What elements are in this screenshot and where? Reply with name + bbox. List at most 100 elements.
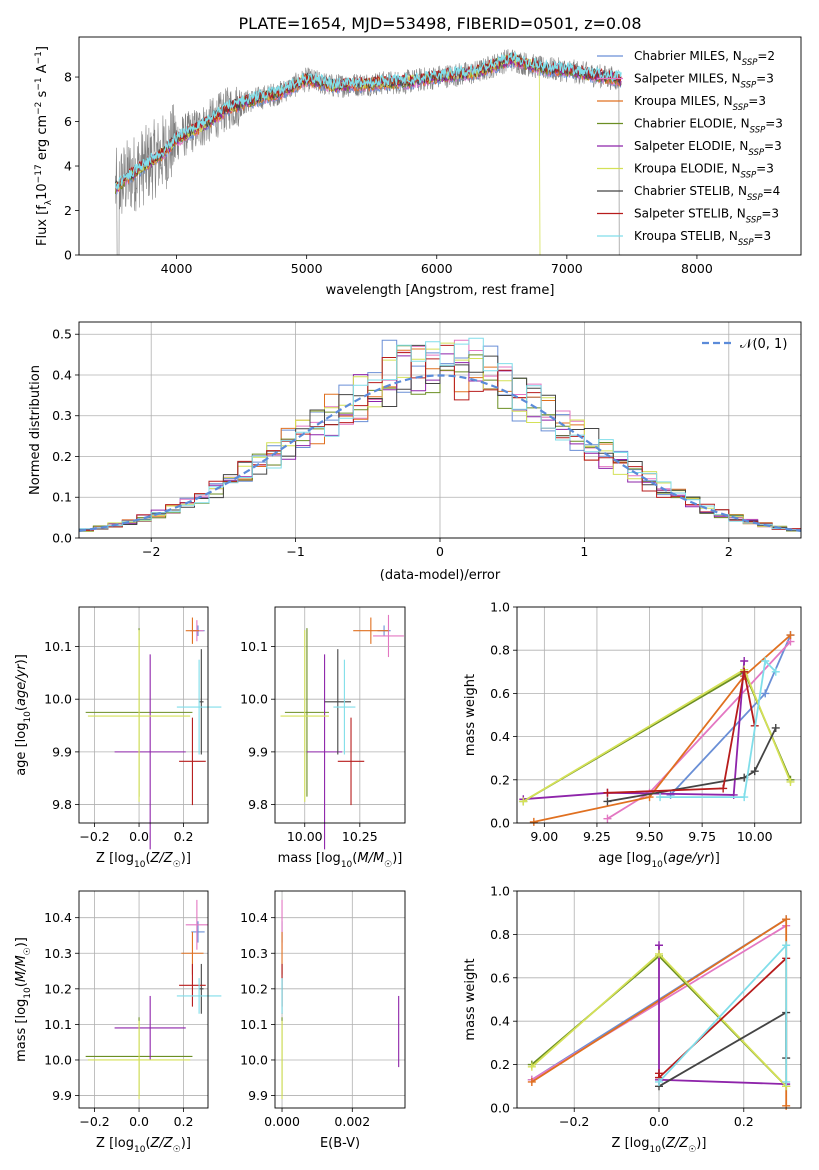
x-tick-label: 0.2 (734, 1114, 754, 1129)
y-tick-label: 10.1 (240, 639, 268, 654)
weight-marker-kroupa-stelib (782, 1077, 791, 1086)
x-tick-label: 5000 (291, 261, 323, 276)
y-tick-label: 10.1 (44, 1017, 72, 1032)
mass-vs-Z-panel: −0.2 0.0 0.2 9.9 10.0 10.1 10.2 10.3 10.4 Z [log1… (14, 890, 222, 1155)
y-tick-label: 0.0 (490, 816, 510, 831)
weight-marker-kroupa-stelib (740, 793, 749, 802)
model-spectrum-salpeter-elodie (115, 55, 622, 193)
y-tick-label: 10.1 (44, 639, 72, 654)
legend-label-kroupa-elodie: Kroupa ELODIE, NSSP=3 (634, 162, 774, 181)
weight-marker-kroupa-miles (786, 631, 795, 640)
model-spectrum-kroupa-stelib (114, 52, 622, 191)
y-tick-label: 0.3 (52, 408, 72, 423)
x-tick-label: 0.0 (129, 1114, 149, 1129)
weight-marker-salpeter-elodie (740, 657, 749, 665)
weight-marker-kroupa-stelib (761, 657, 770, 665)
y-axis-label: Flux [fλ10−17 erg cm−2 s−1 A−1] (34, 46, 54, 246)
x-axis-label: Z [log10(Z/Z☉)] (96, 1136, 191, 1155)
legend-label-kroupa-stelib: Kroupa STELIB, NSSP=3 (634, 229, 771, 248)
y-axis-label: mass [log10(M/M☉)] (14, 937, 33, 1062)
y-tick-label: 0.5 (52, 327, 72, 342)
x-tick-label: 9.50 (636, 829, 664, 844)
weight-marker-chabrier-stelib (750, 767, 759, 776)
model-spectrum-salpeter-stelib (115, 52, 622, 190)
model-spectrum-chabrier-miles (115, 56, 622, 195)
y-tick-label: 9.9 (52, 744, 72, 759)
y-tick-label: 0.4 (52, 367, 72, 382)
legend-label-salpeter-miles: Salpeter MILES, NSSP=3 (634, 72, 774, 91)
weight-marker-kroupa-stelib (655, 1077, 663, 1086)
x-tick-label: −1 (286, 544, 304, 559)
weight-marker-kroupa-miles (527, 1077, 536, 1086)
y-tick-label: 9.8 (248, 797, 268, 812)
y-tick-label: 0.1 (52, 490, 72, 505)
y-tick-label: 0.0 (52, 531, 72, 546)
x-tick-label: 10.00 (287, 829, 323, 844)
axes-frame (78, 606, 209, 824)
y-tick-label: 10.4 (240, 910, 268, 925)
x-tick-label: −0.2 (559, 1114, 589, 1129)
y-tick-label: 10.0 (240, 692, 268, 707)
weight-marker-kroupa-miles (529, 817, 538, 826)
y-tick-label: 0.8 (490, 927, 510, 942)
figure-title: PLATE=1654, MJD=53498, FIBERID=0501, z=0… (238, 14, 641, 33)
weight-marker-kroupa-elodie (786, 777, 795, 786)
weight-marker-salpeter-stelib (719, 784, 728, 793)
y-tick-label: 10.1 (240, 1017, 268, 1032)
y-tick-label: 0.8 (490, 643, 510, 658)
x-tick-label: −0.2 (79, 829, 109, 844)
x-axis-label: Z [log10(Z/Z☉)] (96, 851, 191, 870)
x-tick-label: 0.2 (174, 1114, 194, 1129)
normal-distribution-curve (78, 374, 802, 532)
y-axis-label: Normed distribution (28, 365, 43, 495)
x-tick-label: 10.25 (342, 829, 378, 844)
y-axis-label: mass weight (463, 674, 478, 756)
x-tick-label: 0.002 (334, 1114, 370, 1129)
weight-line-salpeter-stelib (607, 671, 756, 794)
legend-label-salpeter-stelib: Salpeter STELIB, NSSP=3 (634, 207, 779, 226)
axes-frame (516, 890, 802, 1109)
weight-marker-kroupa-miles (782, 915, 791, 924)
y-tick-label: 10.3 (240, 946, 268, 961)
spectrum-panel: 4000 5000 6000 7000 8000 0 2 4 6 8 Chabrier MILES,… (34, 36, 802, 298)
weight-marker-kroupa-stelib (782, 941, 791, 950)
y-tick-label: 10.0 (240, 1052, 268, 1067)
residuals-panel: −2 −1 0 1 2 0.0 0.1 0.2 0.3 0.4 0.5 𝒩(0, 1) (data-mo… (28, 321, 802, 583)
y-tick-label: 8 (64, 70, 72, 85)
x-axis-label: age [log10(age/yr)] (598, 851, 720, 870)
axes-frame (78, 890, 209, 1109)
y-tick-label: 9.8 (52, 797, 72, 812)
y-axis-label: mass weight (463, 958, 478, 1040)
y-tick-label: 10.2 (240, 981, 268, 996)
x-tick-label: 6000 (421, 261, 453, 276)
weight-marker-kroupa-elodie (519, 797, 528, 806)
x-tick-label: 8000 (681, 261, 713, 276)
model-spectrum-chabrier-elodie (115, 54, 622, 194)
x-axis-label: (data-model)/error (380, 568, 501, 583)
y-tick-label: 4 (64, 159, 72, 174)
weight-line-kroupa-miles (533, 634, 792, 823)
x-tick-label: 10.00 (737, 829, 773, 844)
axes-frame (78, 36, 802, 256)
weight-marker-chabrier-stelib (603, 797, 612, 806)
y-tick-label: 10.2 (44, 981, 72, 996)
weight-marker-salpeter-stelib (740, 667, 749, 676)
weight-vs-Z-panel: −0.2 0.0 0.2 0.0 0.2 0.4 0.6 0.8 1.0 Z [log10(Z/Z… (463, 884, 802, 1155)
x-tick-label: 2 (725, 544, 733, 559)
age-vs-mass-panel: 10.00 10.25 9.8 9.9 10.0 10.1 mass [log10(M/M☉… (240, 606, 406, 870)
x-tick-label: 9.25 (583, 829, 611, 844)
mass-vs-EBV-panel: 0.000 0.002 9.9 10.0 10.1 10.2 10.3 10.4 (240, 890, 406, 1129)
y-tick-label: 0.2 (490, 772, 510, 787)
axes-frame (516, 606, 802, 824)
x-tick-label: 0.000 (264, 1114, 300, 1129)
x-tick-label: 4000 (161, 261, 193, 276)
weight-line-kroupa-stelib (658, 943, 788, 1083)
weight-marker-salpeter-stelib (603, 788, 612, 797)
x-axis-label: Z [log10(Z/Z☉)] (612, 1136, 707, 1155)
y-tick-label: 9.9 (248, 1088, 268, 1103)
x-tick-label: 0.0 (129, 829, 149, 844)
weight-line-kroupa-elodie (522, 668, 792, 803)
weight-marker-salpeter-miles (603, 814, 612, 823)
legend-label-kroupa-miles: Kroupa MILES, NSSP=3 (634, 94, 766, 113)
weight-marker-chabrier-stelib (771, 723, 780, 732)
